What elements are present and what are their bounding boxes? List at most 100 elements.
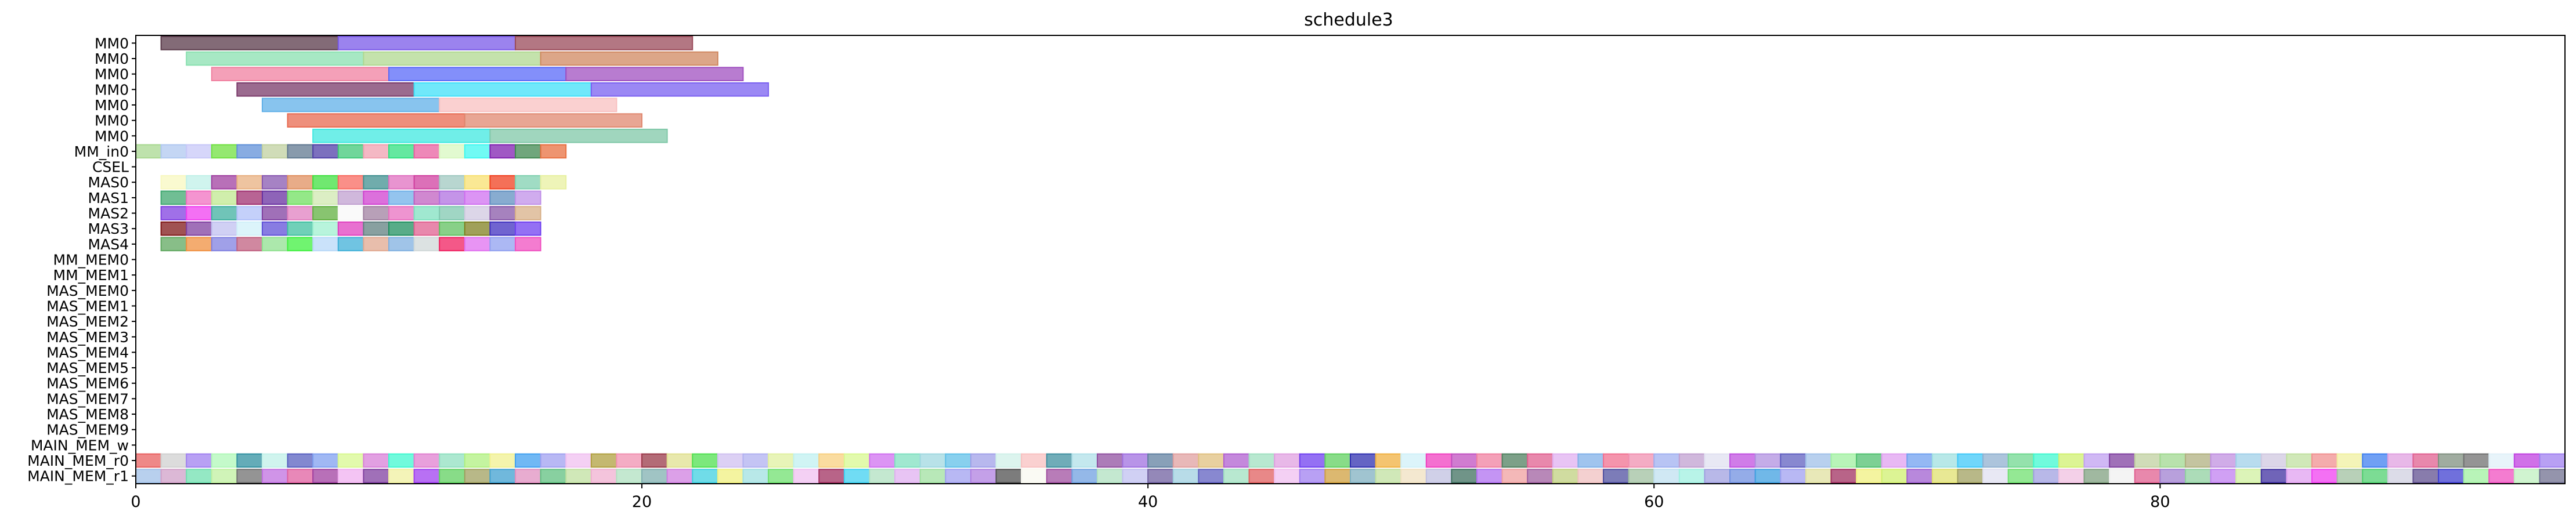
bar-main-mem-r0-24: [742, 453, 769, 468]
bar-mm-in0-2: [186, 144, 212, 159]
bar-mas0-7: [337, 175, 364, 190]
bar-main-mem-r0-35: [1021, 453, 1047, 468]
bar-main-mem-r0-89: [2387, 453, 2414, 468]
bar-mas2-11: [439, 206, 465, 220]
bar-main-mem-r0-17: [565, 453, 592, 468]
bar-mm0-1: [464, 113, 643, 128]
bar-main-mem-r1-55: [1527, 469, 1553, 484]
bar-main-mem-r1-24: [742, 469, 769, 484]
bar-mm0-0: [211, 67, 390, 81]
bar-main-mem-r1-72: [1957, 469, 1984, 484]
bar-mas2-6: [312, 206, 339, 220]
bar-main-mem-r1-41: [1172, 469, 1200, 484]
bar-mm0-0: [312, 128, 491, 143]
bar-main-mem-r1-66: [1805, 469, 1832, 484]
bar-main-mem-r0-60: [1653, 453, 1680, 468]
bar-main-mem-r0-39: [1122, 453, 1149, 468]
bar-main-mem-r1-9: [363, 469, 390, 484]
bar-main-mem-r1-94: [2513, 469, 2541, 484]
bar-mm0-1: [413, 82, 592, 97]
bar-main-mem-r1-2: [186, 469, 212, 484]
bar-mas2-8: [363, 206, 390, 220]
bar-main-mem-r1-85: [2286, 469, 2313, 484]
bar-main-mem-r0-3: [211, 453, 238, 468]
bar-main-mem-r1-50: [1400, 469, 1427, 484]
bar-mas0-5: [287, 175, 314, 190]
bar-main-mem-r1-88: [2362, 469, 2389, 484]
bar-mas0-3: [236, 175, 263, 190]
y-tick-label: MM0: [95, 66, 129, 83]
bar-mas4-13: [489, 237, 516, 252]
bar-main-mem-r1-76: [2058, 469, 2085, 484]
bar-main-mem-r0-22: [692, 453, 718, 468]
bar-main-mem-r1-58: [1603, 469, 1630, 484]
bar-main-mem-r0-65: [1780, 453, 1807, 468]
bar-main-mem-r0-92: [2463, 453, 2490, 468]
bar-mm-in0-5: [262, 144, 288, 159]
bar-main-mem-r1-79: [2134, 469, 2161, 484]
bar-main-mem-r1-90: [2412, 469, 2439, 484]
bar-mas3-7: [337, 221, 364, 236]
bar-mas1-0: [160, 190, 187, 205]
bar-main-mem-r0-20: [641, 453, 668, 468]
y-tick-label: MAS_MEM0: [46, 282, 129, 299]
bar-main-mem-r0-56: [1552, 453, 1579, 468]
bar-mm0-2: [565, 67, 744, 81]
bar-mm0-0: [160, 36, 339, 50]
bar-main-mem-r0-37: [1071, 453, 1098, 468]
bar-mm-in0-1: [160, 144, 187, 159]
bar-mas3-2: [211, 221, 238, 236]
bar-mas4-2: [211, 237, 238, 252]
bar-mas0-2: [211, 175, 238, 190]
bar-main-mem-r0-0: [135, 453, 162, 468]
bar-mm0-0: [186, 51, 364, 66]
bar-mas3-13: [489, 221, 516, 236]
y-tick-label: MAIN_MEM_w: [31, 437, 129, 454]
bar-main-mem-r0-75: [2033, 453, 2060, 468]
bar-main-mem-r0-45: [1274, 453, 1300, 468]
bar-main-mem-r0-71: [1931, 453, 1959, 468]
bar-main-mem-r1-10: [388, 469, 415, 484]
bar-main-mem-r1-86: [2311, 469, 2338, 484]
x-tick-label: 0: [131, 493, 140, 511]
y-tick-label: MM0: [95, 35, 129, 52]
bar-mas1-2: [211, 190, 238, 205]
bar-mas0-8: [363, 175, 390, 190]
bar-main-mem-r1-64: [1754, 469, 1782, 484]
bar-main-mem-r1-44: [1248, 469, 1276, 484]
bar-mm-in0-6: [287, 144, 314, 159]
bar-main-mem-r1-29: [869, 469, 896, 484]
x-tick-label: 80: [2150, 493, 2170, 511]
bar-main-mem-r0-94: [2513, 453, 2541, 468]
bar-main-mem-r1-47: [1324, 469, 1351, 484]
bar-main-mem-r1-57: [1577, 469, 1605, 484]
bar-main-mem-r0-91: [2437, 453, 2465, 468]
bar-main-mem-r0-88: [2362, 453, 2389, 468]
bar-mm-in0-16: [540, 144, 567, 159]
bar-main-mem-r0-6: [287, 453, 314, 468]
bar-main-mem-r0-27: [818, 453, 845, 468]
bar-main-mem-r1-30: [894, 469, 921, 484]
bar-main-mem-r1-84: [2260, 469, 2288, 484]
bar-main-mem-r1-21: [666, 469, 693, 484]
bar-mas4-10: [413, 237, 440, 252]
y-tick-label: MAS0: [88, 174, 129, 191]
bar-main-mem-r1-71: [1931, 469, 1959, 484]
bar-main-mem-r0-53: [1476, 453, 1503, 468]
bar-mas2-7: [337, 206, 364, 220]
bar-mm-in0-12: [439, 144, 465, 159]
y-tick-label: MAS_MEM3: [46, 329, 129, 346]
bar-main-mem-r1-46: [1299, 469, 1326, 484]
y-tick-label: MAS4: [88, 236, 129, 253]
bar-main-mem-r1-77: [2083, 469, 2111, 484]
bar-main-mem-r0-55: [1527, 453, 1553, 468]
bar-main-mem-r1-56: [1552, 469, 1579, 484]
bar-main-mem-r0-79: [2134, 453, 2161, 468]
bar-main-mem-r1-68: [1856, 469, 1883, 484]
bar-mas0-13: [489, 175, 516, 190]
bar-main-mem-r0-4: [236, 453, 263, 468]
bar-main-mem-r1-14: [489, 469, 516, 484]
bar-main-mem-r1-11: [413, 469, 440, 484]
bar-main-mem-r0-87: [2336, 453, 2364, 468]
y-tick-label: MAS_MEM7: [46, 390, 129, 407]
